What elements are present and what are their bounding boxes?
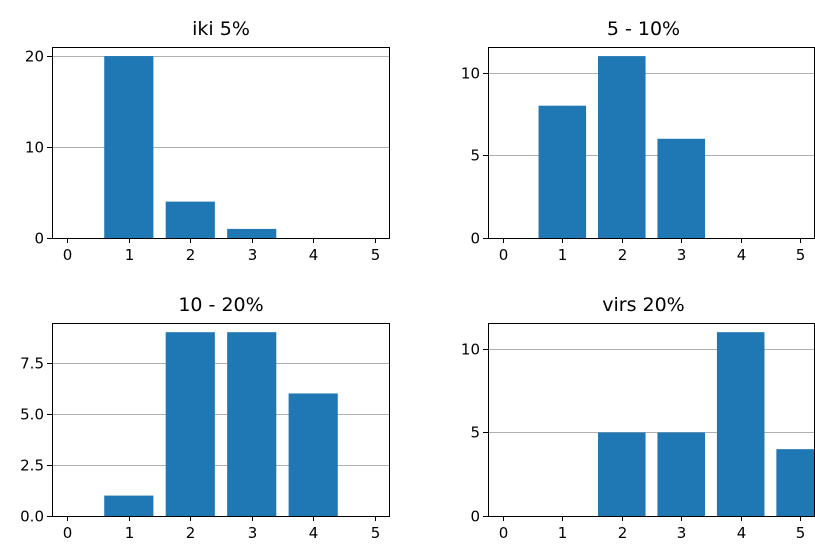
x-tick-label: 5 [371,246,381,264]
bar [597,56,646,238]
y-tick-label: 0 [34,230,44,248]
x-tick-label: 4 [737,246,747,264]
y-tick-label: 5 [470,147,480,165]
x-tick-label: 0 [499,246,509,264]
bar [104,56,154,238]
y-tick-label: 7.5 [20,355,44,373]
plot-frame [488,47,815,239]
bar [165,201,215,238]
x-tick-label: 4 [737,524,747,542]
bar [776,449,815,516]
x-tick-label: 1 [125,524,135,542]
x-tick-label: 1 [125,246,135,264]
bar [597,432,646,516]
chart-title: 10 - 20% [178,294,263,316]
subplot-3: 0 1 2 3 4 5 0.0 2.5 5.0 7.5 10 - 20% [20,294,390,542]
bar [165,332,215,516]
bar [538,105,587,238]
bar [716,332,765,516]
y-tick-label: 10 [461,65,480,83]
x-tick-label: 4 [309,246,319,264]
plot-frame [52,323,390,517]
chart-title: virs 20% [602,294,685,316]
x-tick-label: 2 [186,246,196,264]
y-tick-label: 5 [470,424,480,442]
x-tick-label: 0 [499,524,509,542]
x-tick-label: 0 [63,524,73,542]
x-tick-label: 1 [558,246,568,264]
x-tick-label: 5 [796,246,806,264]
x-tick-label: 3 [677,524,687,542]
y-tick-label: 0.0 [20,508,44,526]
x-tick-label: 1 [558,524,568,542]
bar [227,332,277,516]
x-tick-label: 2 [186,524,196,542]
x-tick-label: 3 [248,246,258,264]
x-tick-label: 2 [618,524,628,542]
x-tick-label: 3 [677,246,687,264]
x-tick-label: 5 [371,524,381,542]
y-tick-label: 2.5 [20,457,44,475]
subplot-2: 0 1 2 3 4 5 0 5 10 5 - 10% [461,18,815,264]
x-tick-label: 4 [309,524,319,542]
bar [657,138,706,238]
y-tick-label: 10 [461,341,480,359]
bar [227,228,277,238]
x-tick-label: 0 [63,246,73,264]
bar [288,393,338,516]
subplot-4: 0 1 2 3 4 5 0 5 10 virs 20% [461,294,815,542]
bar [104,495,154,516]
x-tick-label: 5 [796,524,806,542]
y-tick-label: 10 [25,139,44,157]
x-tick-label: 3 [248,524,258,542]
chart-title: iki 5% [192,18,250,40]
plot-frame [52,47,390,239]
y-tick-label: 0 [470,230,480,248]
plot-frame [488,323,815,517]
bar [657,432,706,516]
x-tick-label: 2 [618,246,628,264]
y-tick-label: 0 [470,508,480,526]
y-tick-label: 20 [25,48,44,66]
subplot-1: 0 1 2 3 4 5 0 10 20 iki 5% [25,18,390,264]
y-tick-label: 5.0 [20,406,44,424]
chart-title: 5 - 10% [607,18,680,40]
